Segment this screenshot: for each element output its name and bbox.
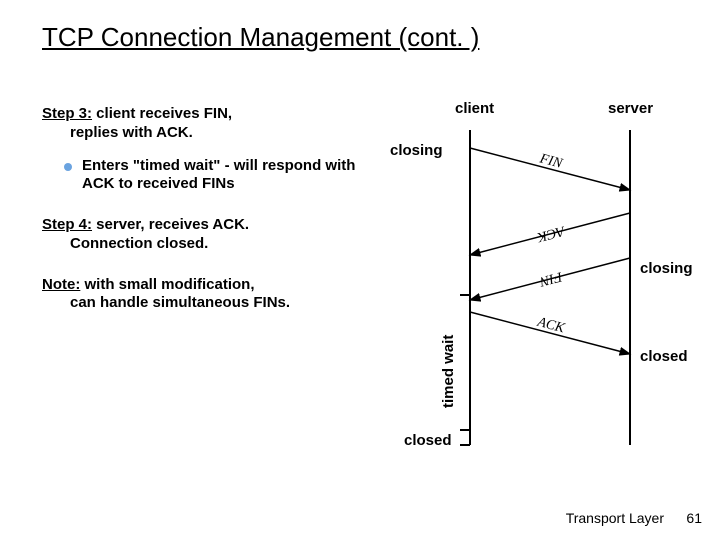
note-block: Note: with small modification, can handl… [42, 276, 362, 314]
closing-left-label: closing [390, 142, 443, 159]
step4-body2: Connection closed. [42, 235, 208, 252]
step3-bullet: Enters "timed wait" - will respond with … [82, 157, 362, 195]
note-body1: with small modification, [80, 276, 254, 293]
svg-text:FIN: FIN [537, 268, 564, 289]
left-column: Step 3: client receives FIN, replies wit… [42, 105, 362, 313]
timed-wait-label: timed wait [440, 335, 457, 408]
step3-body2: replies with ACK. [42, 124, 193, 141]
closed-right-label: closed [640, 348, 688, 365]
server-label: server [608, 100, 653, 117]
step4-label: Step 4: [42, 216, 92, 233]
client-label: client [455, 100, 494, 117]
step4-body1: server, receives ACK. [92, 216, 249, 233]
bullet-icon [64, 163, 72, 171]
step3-bullet-row: Enters "timed wait" - will respond with … [42, 157, 362, 195]
step4-block: Step 4: server, receives ACK. Connection… [42, 216, 362, 254]
sequence-diagram: FIN ACK FIN ACK client server closing closi… [380, 100, 700, 480]
note-body2: can handle simultaneous FINs. [42, 294, 290, 311]
svg-text:ACK: ACK [535, 315, 567, 337]
closing-right-label: closing [640, 260, 693, 277]
step3-label: Step 3: [42, 105, 92, 122]
note-label: Note: [42, 276, 80, 293]
svg-text:ACK: ACK [535, 222, 567, 244]
closed-bottom-label: closed [404, 432, 452, 449]
footer-text: Transport Layer [566, 510, 664, 526]
page-title: TCP Connection Management (cont. ) [42, 22, 479, 53]
step3-block: Step 3: client receives FIN, replies wit… [42, 105, 362, 143]
svg-text:FIN: FIN [537, 151, 564, 172]
page-number: 61 [686, 510, 702, 526]
step3-body1: client receives FIN, [92, 105, 232, 122]
